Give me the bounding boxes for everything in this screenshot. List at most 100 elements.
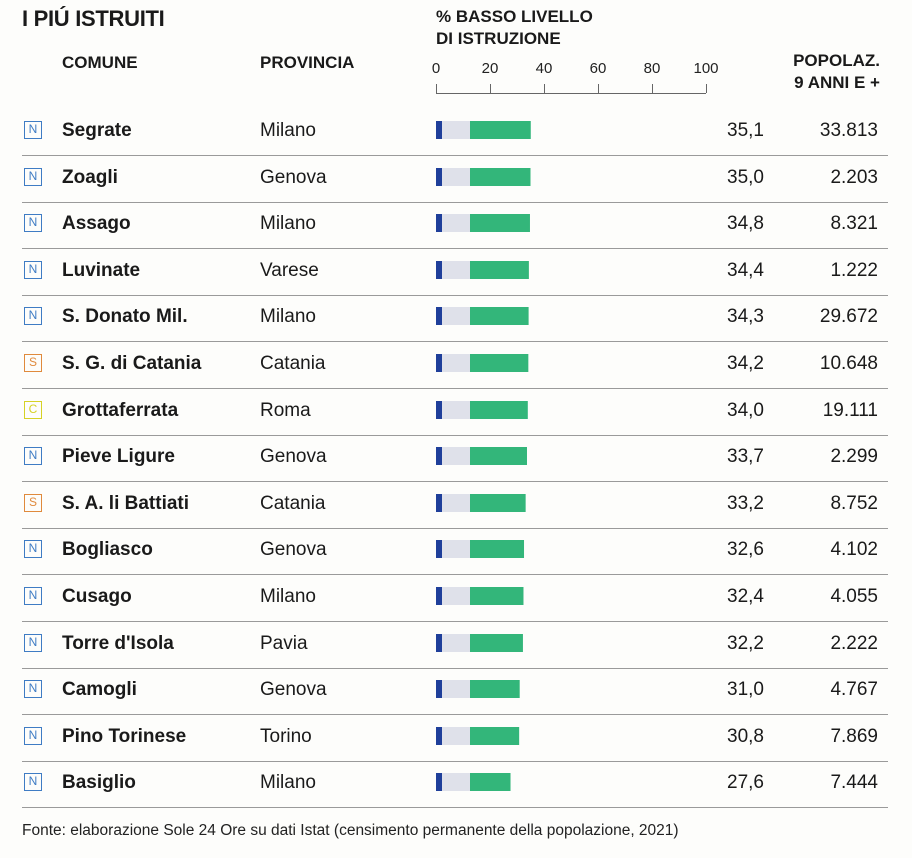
- tick-mark: [706, 84, 707, 93]
- percentage-value: 34,4: [727, 259, 764, 281]
- provincia-name: Varese: [260, 259, 319, 281]
- percentage-value: 34,8: [727, 213, 764, 235]
- bar-segment-green: [470, 400, 528, 419]
- comune-name: Cusago: [62, 586, 132, 607]
- percentage-value: 31,0: [727, 679, 764, 701]
- bar: [436, 633, 523, 652]
- bar-segment-green: [470, 307, 529, 326]
- provincia-name: Torino: [260, 725, 312, 747]
- table-row: C Grottaferrata Roma 34,0 19.111: [22, 389, 888, 436]
- tick-mark: [490, 84, 491, 93]
- bar-segment-green: [470, 587, 524, 605]
- table-row: N Basiglio Milano 27,6 7.444: [22, 761, 888, 809]
- bar: [436, 447, 527, 466]
- comune-name: Bogliasco: [62, 539, 153, 561]
- comune-name: S. Donato Mil.: [62, 306, 188, 328]
- table-row: N Cusago Milano 32,4 4.055: [22, 575, 888, 622]
- population-value: 8.321: [830, 213, 878, 235]
- area-badge: N: [24, 260, 42, 279]
- bar-segment-green: [470, 121, 531, 139]
- percentage-value: 35,0: [727, 166, 764, 188]
- bar-segment-green: [470, 493, 526, 512]
- bar: [436, 214, 530, 233]
- population-value: 2.203: [830, 166, 878, 188]
- provincia-name: Milano: [260, 213, 316, 235]
- percentage-value: 32,6: [727, 539, 764, 561]
- population-value: 29.672: [819, 306, 878, 328]
- bar-segment-dark: [436, 773, 442, 792]
- tick-mark: [598, 84, 599, 93]
- provincia-name: Milano: [260, 772, 316, 794]
- population-value: 4.055: [830, 586, 878, 607]
- bar-segment-dark: [436, 121, 442, 139]
- percentage-value: 35,1: [727, 120, 764, 141]
- area-badge: N: [24, 633, 42, 652]
- percentage-value: 34,0: [727, 399, 764, 421]
- header-pop-line1: POPOLAZ.: [793, 51, 880, 70]
- tick-label: 0: [431, 60, 441, 77]
- provincia-name: Genova: [260, 166, 327, 188]
- bar-segment-dark: [436, 447, 442, 466]
- population-value: 4.767: [830, 679, 878, 701]
- bar-segment-light: [442, 307, 470, 326]
- provincia-name: Catania: [260, 353, 326, 374]
- comune-name: Assago: [62, 213, 131, 235]
- table-row: N Assago Milano 34,8 8.321: [22, 202, 888, 250]
- population-value: 4.102: [830, 539, 878, 561]
- header-popolazione: POPOLAZ. 9 ANNI E +: [793, 50, 880, 94]
- population-value: 19.111: [822, 399, 878, 421]
- bar-segment-dark: [436, 680, 442, 699]
- tick-mark: [544, 84, 545, 93]
- header-bar-line1: % BASSO LIVELLO: [436, 7, 593, 26]
- comune-name: Zoagli: [62, 166, 118, 188]
- tick-label: 20: [481, 60, 499, 77]
- table-row: S S. G. di Catania Catania 34,2 10.648: [22, 342, 888, 389]
- population-value: 1.222: [830, 259, 878, 281]
- provincia-name: Genova: [260, 446, 327, 468]
- population-value: 7.444: [830, 772, 878, 794]
- header-basso-livello: % BASSO LIVELLO DI ISTRUZIONE: [436, 6, 593, 50]
- percentage-value: 30,8: [727, 725, 764, 747]
- bar-segment-light: [442, 260, 470, 279]
- bar-segment-light: [442, 167, 470, 186]
- axis-baseline: [436, 93, 706, 94]
- bar-segment-green: [470, 447, 527, 466]
- bar: [436, 167, 531, 186]
- area-badge: N: [24, 121, 42, 139]
- tick-label: 80: [643, 60, 661, 77]
- bar-segment-light: [442, 493, 470, 512]
- chart-title: I PIÚ ISTRUITI: [22, 6, 165, 31]
- comune-name: Basiglio: [62, 772, 136, 794]
- header-pop-line2: 9 ANNI E +: [794, 73, 880, 92]
- comune-name: Torre d'Isola: [62, 632, 174, 654]
- percentage-value: 34,3: [727, 306, 764, 328]
- bar-segment-dark: [436, 167, 442, 186]
- bar-segment-green: [470, 260, 529, 279]
- area-badge: N: [24, 680, 42, 699]
- bar-segment-green: [470, 214, 530, 233]
- bar-segment-light: [442, 447, 470, 466]
- provincia-name: Milano: [260, 120, 316, 141]
- bar: [436, 587, 524, 605]
- bar-segment-green: [470, 680, 520, 699]
- bar-segment-green: [470, 540, 525, 559]
- bar: [436, 540, 525, 559]
- tick-label: 40: [535, 60, 553, 77]
- bar-segment-dark: [436, 633, 442, 652]
- bar-segment-green: [470, 633, 523, 652]
- comune-name: Luvinate: [62, 259, 141, 281]
- population-value: 2.222: [830, 632, 878, 654]
- bar-segment-dark: [436, 214, 442, 233]
- header-comune: COMUNE: [62, 53, 138, 72]
- comune-name: Grottaferrata: [62, 399, 179, 421]
- area-badge: N: [24, 167, 42, 186]
- bar-segment-light: [442, 540, 470, 559]
- bar-segment-dark: [436, 354, 442, 372]
- bar: [436, 307, 529, 326]
- population-value: 33.813: [819, 120, 878, 141]
- bar-segment-light: [442, 633, 470, 652]
- percentage-value: 33,2: [727, 492, 764, 514]
- comune-name: Segrate: [62, 120, 132, 141]
- bar-segment-dark: [436, 540, 442, 559]
- bar-segment-light: [442, 587, 470, 605]
